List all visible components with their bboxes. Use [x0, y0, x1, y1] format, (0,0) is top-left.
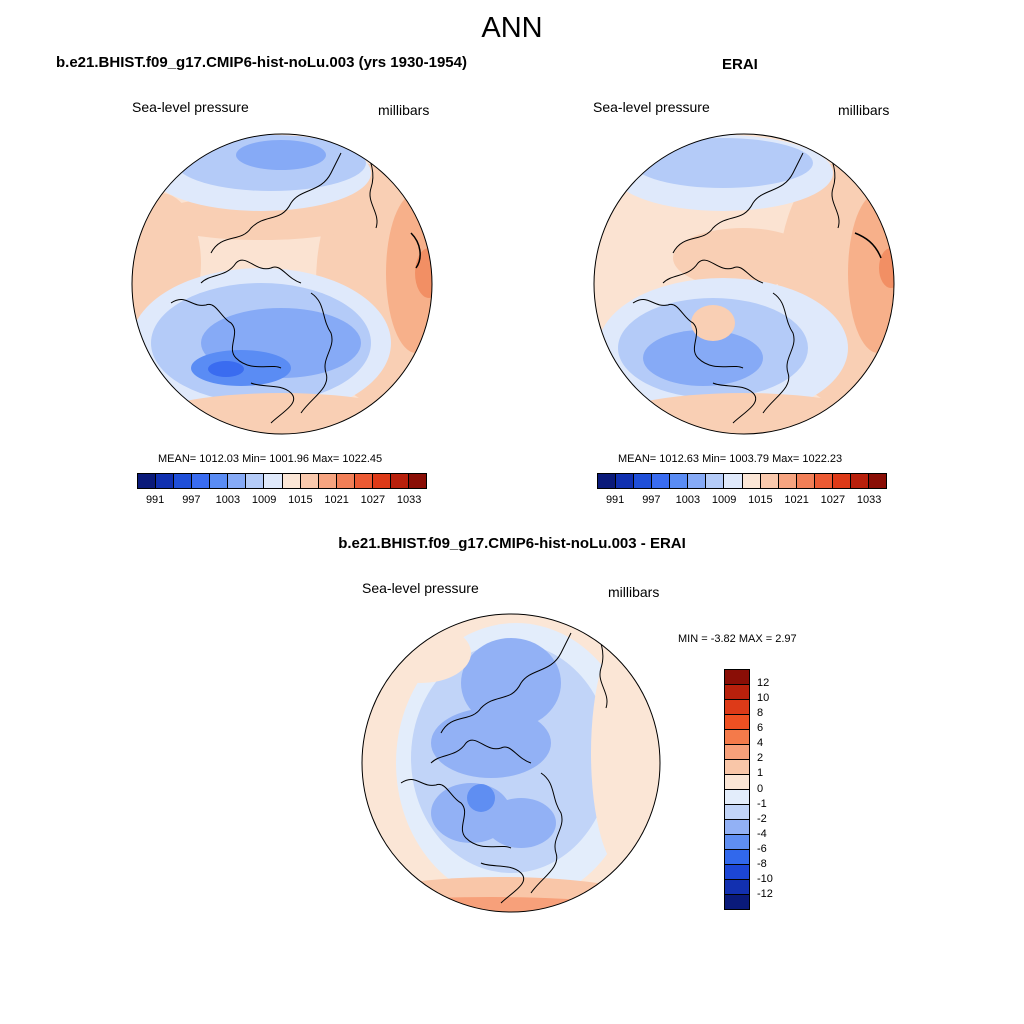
- colorbar-swatch: [670, 474, 689, 488]
- colorbar-tick-label: 997: [642, 494, 661, 506]
- colorbar-swatch: [724, 474, 743, 488]
- colorbar-swatch: [282, 474, 301, 488]
- obs-units-label: millibars: [838, 102, 890, 118]
- colorbar-swatch: [725, 670, 749, 685]
- colorbar-tick-label: 8: [757, 707, 764, 720]
- colorbar-swatch: [210, 474, 229, 488]
- colorbar-tick-label: 991: [605, 494, 625, 506]
- colorbar-tick-label: 1009: [251, 494, 277, 506]
- diff-polar-map: [361, 613, 661, 913]
- model-colorbar: [137, 473, 427, 489]
- colorbar-tick-label: 2: [757, 752, 764, 765]
- colorbar-tick-label: -2: [757, 812, 767, 825]
- colorbar-swatch: [814, 474, 833, 488]
- model-polar-map: [131, 133, 433, 435]
- colorbar-swatch: [318, 474, 337, 488]
- colorbar-swatch: [246, 474, 265, 488]
- colorbar-swatch: [174, 474, 193, 488]
- obs-colorbar: [597, 473, 887, 489]
- colorbar-tick-label: 991: [145, 494, 165, 506]
- colorbar-swatch: [725, 895, 749, 909]
- colorbar-tick-label: 1027: [820, 494, 846, 506]
- colorbar-swatch: [354, 474, 373, 488]
- colorbar-tick-label: 997: [182, 494, 201, 506]
- colorbar-swatch: [725, 805, 749, 820]
- colorbar-tick-label: 4: [757, 737, 764, 750]
- colorbar-tick-label: 1003: [675, 494, 701, 506]
- colorbar-tick-label: 1021: [784, 494, 809, 506]
- model-panel-title: b.e21.BHIST.f09_g17.CMIP6-hist-noLu.003 …: [56, 54, 467, 71]
- colorbar-tick-label: 6: [757, 722, 764, 735]
- obs-panel-title: ERAI: [722, 56, 758, 73]
- figure-title: ANN: [481, 12, 543, 44]
- colorbar-swatch: [725, 880, 749, 895]
- colorbar-swatch: [264, 474, 283, 488]
- colorbar-tick-label: -1: [757, 797, 767, 810]
- colorbar-tick-label: 1021: [324, 494, 349, 506]
- colorbar-tick-label: -8: [757, 857, 767, 870]
- colorbar-swatch: [868, 474, 886, 488]
- diff-units-label: millibars: [608, 584, 660, 600]
- colorbar-swatch: [616, 474, 635, 488]
- colorbar-swatch: [760, 474, 779, 488]
- colorbar-swatch: [228, 474, 247, 488]
- colorbar-swatch: [192, 474, 211, 488]
- colorbar-swatch: [390, 474, 409, 488]
- colorbar-tick-label: 1015: [288, 494, 313, 506]
- colorbar-tick-label: 1033: [856, 494, 882, 506]
- colorbar-swatch: [725, 850, 749, 865]
- colorbar-swatch: [778, 474, 797, 488]
- obs-polar-map: [593, 133, 895, 435]
- colorbar-swatch: [725, 790, 749, 805]
- colorbar-swatch: [725, 730, 749, 745]
- colorbar-tick-label: 1033: [396, 494, 422, 506]
- colorbar-swatch: [336, 474, 355, 488]
- diff-variable-label: Sea-level pressure: [362, 580, 479, 596]
- colorbar-swatch: [725, 745, 749, 760]
- colorbar-swatch: [688, 474, 707, 488]
- colorbar-tick-label: -6: [757, 842, 767, 855]
- colorbar-swatch: [850, 474, 869, 488]
- obs-variable-label: Sea-level pressure: [593, 99, 710, 115]
- colorbar-swatch: [725, 835, 749, 850]
- colorbar-swatch: [725, 820, 749, 835]
- diff-panel-title: b.e21.BHIST.f09_g17.CMIP6-hist-noLu.003 …: [338, 535, 686, 552]
- colorbar-tick-label: 10: [757, 692, 770, 705]
- colorbar-swatch: [408, 474, 426, 488]
- colorbar-tick-label: 12: [757, 677, 770, 690]
- colorbar-tick-label: 1: [757, 767, 764, 780]
- model-variable-label: Sea-level pressure: [132, 99, 249, 115]
- diff-stats: MIN = -3.82 MAX = 2.97: [678, 633, 797, 645]
- colorbar-swatch: [725, 685, 749, 700]
- colorbar-tick-label: 1009: [711, 494, 737, 506]
- colorbar-swatch: [372, 474, 391, 488]
- obs-stats: MEAN= 1012.63 Min= 1003.79 Max= 1022.23: [618, 453, 843, 465]
- colorbar-swatch: [598, 474, 617, 488]
- colorbar-swatch: [706, 474, 725, 488]
- colorbar-swatch: [300, 474, 319, 488]
- diff-colorbar: [724, 669, 750, 910]
- colorbar-swatch: [652, 474, 671, 488]
- colorbar-tick-label: 1015: [748, 494, 773, 506]
- colorbar-swatch: [796, 474, 815, 488]
- colorbar-swatch: [156, 474, 175, 488]
- colorbar-tick-label: -4: [757, 827, 767, 840]
- colorbar-swatch: [725, 865, 749, 880]
- colorbar-swatch: [725, 700, 749, 715]
- colorbar-tick-label: 0: [757, 782, 764, 795]
- colorbar-swatch: [832, 474, 851, 488]
- colorbar-swatch: [634, 474, 653, 488]
- colorbar-swatch: [725, 775, 749, 790]
- model-units-label: millibars: [378, 102, 430, 118]
- colorbar-swatch: [725, 760, 749, 775]
- model-stats: MEAN= 1012.03 Min= 1001.96 Max= 1022.45: [158, 453, 383, 465]
- colorbar-swatch: [725, 715, 749, 730]
- colorbar-tick-label: -12: [757, 887, 773, 900]
- colorbar-swatch: [742, 474, 761, 488]
- colorbar-tick-label: -10: [757, 872, 773, 885]
- colorbar-tick-label: 1027: [360, 494, 386, 506]
- colorbar-swatch: [138, 474, 157, 488]
- colorbar-tick-label: 1003: [215, 494, 241, 506]
